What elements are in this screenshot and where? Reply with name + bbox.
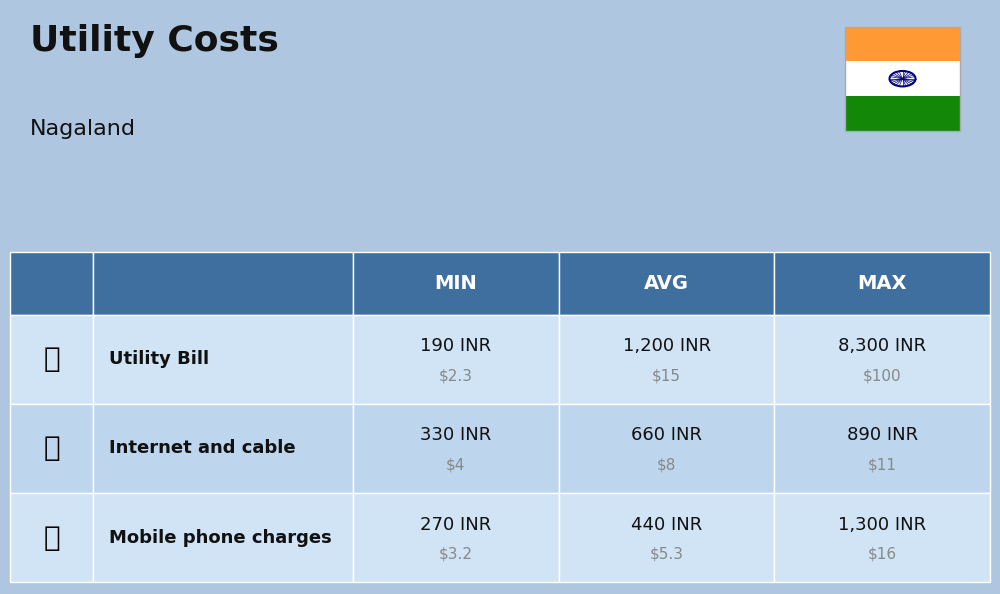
FancyBboxPatch shape (845, 27, 960, 61)
Text: 📱: 📱 (43, 523, 60, 552)
Text: Utility Bill: Utility Bill (109, 350, 209, 368)
FancyBboxPatch shape (845, 96, 960, 131)
FancyBboxPatch shape (559, 404, 774, 493)
Text: $8: $8 (657, 457, 676, 473)
Text: MAX: MAX (857, 274, 907, 293)
Text: 🔧: 🔧 (43, 345, 60, 374)
FancyBboxPatch shape (774, 404, 990, 493)
FancyBboxPatch shape (774, 493, 990, 582)
Text: $15: $15 (652, 368, 681, 384)
Text: 440 INR: 440 INR (631, 516, 702, 533)
Text: $3.2: $3.2 (439, 546, 473, 562)
Text: Utility Costs: Utility Costs (30, 24, 279, 58)
FancyBboxPatch shape (10, 493, 93, 582)
Text: 270 INR: 270 INR (420, 516, 492, 533)
Text: 190 INR: 190 INR (420, 337, 491, 355)
Text: 890 INR: 890 INR (847, 426, 918, 444)
FancyBboxPatch shape (559, 493, 774, 582)
Text: 1,300 INR: 1,300 INR (838, 516, 926, 533)
FancyBboxPatch shape (353, 252, 559, 315)
FancyBboxPatch shape (93, 493, 353, 582)
FancyBboxPatch shape (774, 315, 990, 404)
FancyBboxPatch shape (774, 252, 990, 315)
Text: $4: $4 (446, 457, 466, 473)
Text: 📶: 📶 (43, 434, 60, 463)
FancyBboxPatch shape (559, 315, 774, 404)
Text: $100: $100 (863, 368, 902, 384)
Text: $11: $11 (868, 457, 897, 473)
FancyBboxPatch shape (845, 61, 960, 96)
FancyBboxPatch shape (93, 404, 353, 493)
Text: MIN: MIN (435, 274, 477, 293)
FancyBboxPatch shape (10, 404, 93, 493)
Text: Nagaland: Nagaland (30, 119, 136, 139)
Text: 660 INR: 660 INR (631, 426, 702, 444)
Text: 1,200 INR: 1,200 INR (623, 337, 711, 355)
FancyBboxPatch shape (353, 493, 559, 582)
Text: Mobile phone charges: Mobile phone charges (109, 529, 332, 546)
Text: $2.3: $2.3 (439, 368, 473, 384)
Text: 8,300 INR: 8,300 INR (838, 337, 926, 355)
FancyBboxPatch shape (353, 315, 559, 404)
Text: $5.3: $5.3 (650, 546, 684, 562)
Text: Internet and cable: Internet and cable (109, 440, 296, 457)
FancyBboxPatch shape (93, 252, 353, 315)
FancyBboxPatch shape (10, 252, 93, 315)
FancyBboxPatch shape (10, 315, 93, 404)
Text: 330 INR: 330 INR (420, 426, 492, 444)
Text: $16: $16 (868, 546, 897, 562)
FancyBboxPatch shape (559, 252, 774, 315)
Text: AVG: AVG (644, 274, 689, 293)
FancyBboxPatch shape (93, 315, 353, 404)
FancyBboxPatch shape (353, 404, 559, 493)
